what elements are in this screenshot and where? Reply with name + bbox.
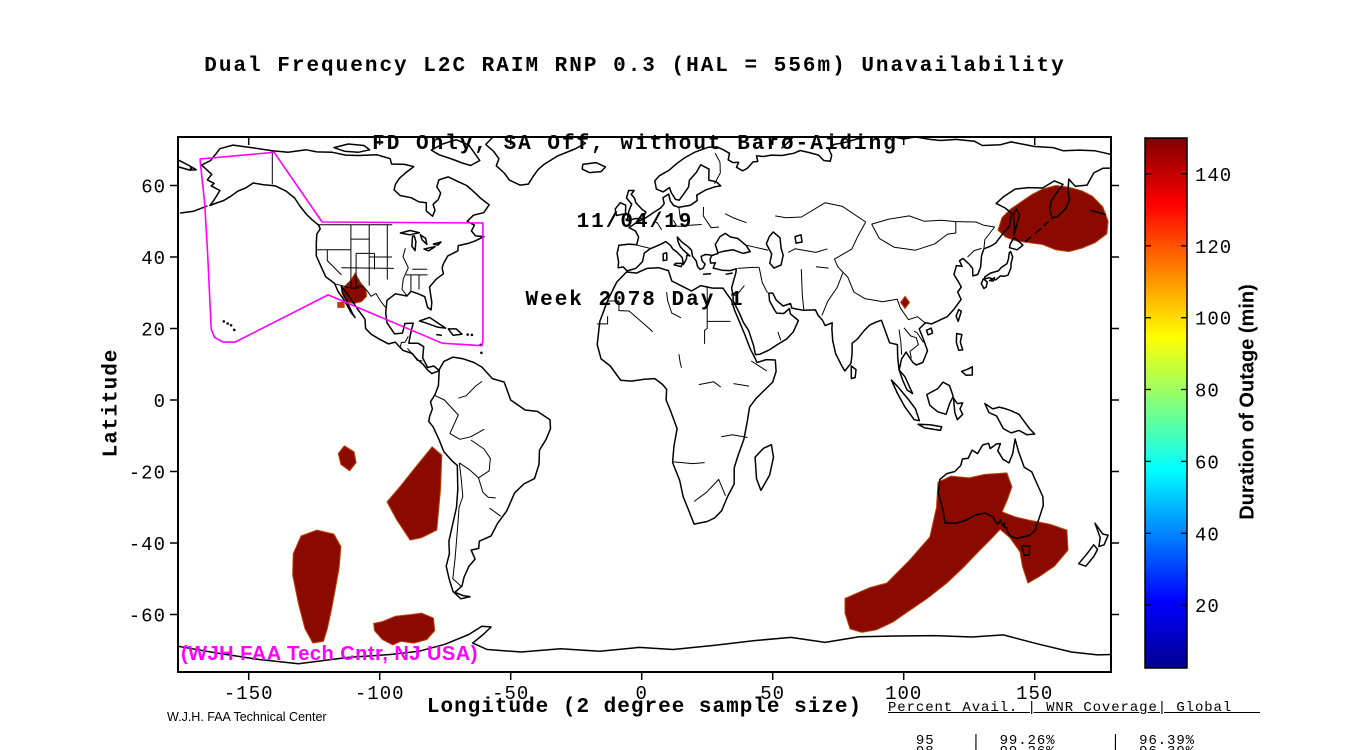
svg-text:20: 20	[1195, 596, 1220, 618]
credit-line-1: W.J.H. FAA Technical Center	[167, 710, 327, 724]
availability-table-header: Percent Avail. | WNR Coverage| Global	[888, 700, 1261, 716]
svg-text:-20: -20	[129, 463, 166, 485]
coastlines-layer	[178, 137, 1111, 665]
svg-text:50: 50	[760, 683, 785, 705]
svg-text:-150: -150	[224, 683, 274, 705]
svg-text:80: 80	[1195, 381, 1220, 403]
figure-title-line-2: FD Only, SA Off, without Baro-Aiding	[372, 133, 898, 156]
svg-text:60: 60	[1195, 452, 1220, 474]
svg-text:100: 100	[885, 683, 922, 705]
svg-text:-60: -60	[129, 606, 166, 628]
watermark-label: (WJH FAA Tech Cntr, NJ USA)	[181, 643, 478, 665]
small-island-dot	[233, 328, 236, 332]
colorbar-tick-labels: 20 40 60 80 100 120 140	[1195, 165, 1232, 618]
outage-region-southeast-pacific-triangle	[386, 446, 443, 541]
small-island-dot	[222, 320, 226, 323]
svg-text:-100: -100	[355, 683, 405, 705]
country-borders-layer	[271, 150, 996, 588]
outage-region-baja-coast-spot	[337, 301, 345, 308]
axis-ticks	[170, 137, 1119, 680]
svg-text:60: 60	[141, 177, 166, 199]
figure-title-line-3: 11/04/19	[576, 211, 694, 234]
colorbar	[1144, 137, 1188, 669]
svg-text:0: 0	[154, 391, 166, 413]
waas-boundary-outline	[199, 151, 484, 347]
colorbar-ticks	[1145, 173, 1187, 606]
outage-region-south-pacific-tall	[292, 529, 342, 644]
svg-text:-50: -50	[492, 683, 529, 705]
small-island-dot	[229, 324, 233, 327]
svg-text:120: 120	[1195, 237, 1232, 259]
outage-region-south-pacific-low	[373, 612, 436, 646]
plot-border	[177, 136, 1112, 673]
outage-region-yunnan-china-spot	[899, 295, 911, 310]
figure-title-line-1: Dual Frequency L2C RAIM RNP 0.3 (HAL = 5…	[204, 55, 1066, 78]
availability-table-row: 98 | 99.26% | 96.39%	[888, 745, 1260, 750]
outage-region-south-pacific-small	[337, 445, 357, 472]
outage-regions-layer	[292, 184, 1109, 646]
svg-text:0: 0	[635, 683, 647, 705]
small-island-dot	[466, 333, 470, 336]
svg-text:20: 20	[141, 320, 166, 342]
svg-text:40: 40	[141, 248, 166, 270]
svg-text:140: 140	[1195, 165, 1232, 187]
svg-text:150: 150	[1016, 683, 1053, 705]
svg-text:-40: -40	[129, 534, 166, 556]
x-axis-label: Longitude (2 degree sample size)	[426, 696, 863, 719]
svg-text:100: 100	[1195, 309, 1232, 331]
small-island-dot	[480, 351, 483, 355]
svg-text:40: 40	[1195, 524, 1220, 546]
outage-region-australia-indian-ocean-band	[844, 472, 1069, 633]
availability-table-row: 95 | 99.26% | 96.39%	[888, 733, 1195, 749]
small-island-dot	[470, 333, 474, 337]
figure-title-line-4: Week 2078 Day 1	[525, 289, 745, 312]
axis-tick-labels: -150 -100 -50 0 50 100 150 60 40 20 0 -20 -40 -60	[129, 177, 1053, 706]
y-axis-label: Latitude	[100, 348, 124, 458]
small-island-dot	[189, 167, 193, 170]
colorbar-label: Duration of Outage (min)	[1236, 284, 1259, 520]
figure-title: Dual Frequency L2C RAIM RNP 0.3 (HAL = 5…	[0, 2, 1270, 366]
availability-table: Percent Avail. | WNR Coverage| Global 95…	[888, 681, 1260, 750]
credit-block: W.J.H. FAA Technical Center WAAS Test Te…	[167, 684, 327, 750]
small-island-dot	[226, 322, 229, 325]
